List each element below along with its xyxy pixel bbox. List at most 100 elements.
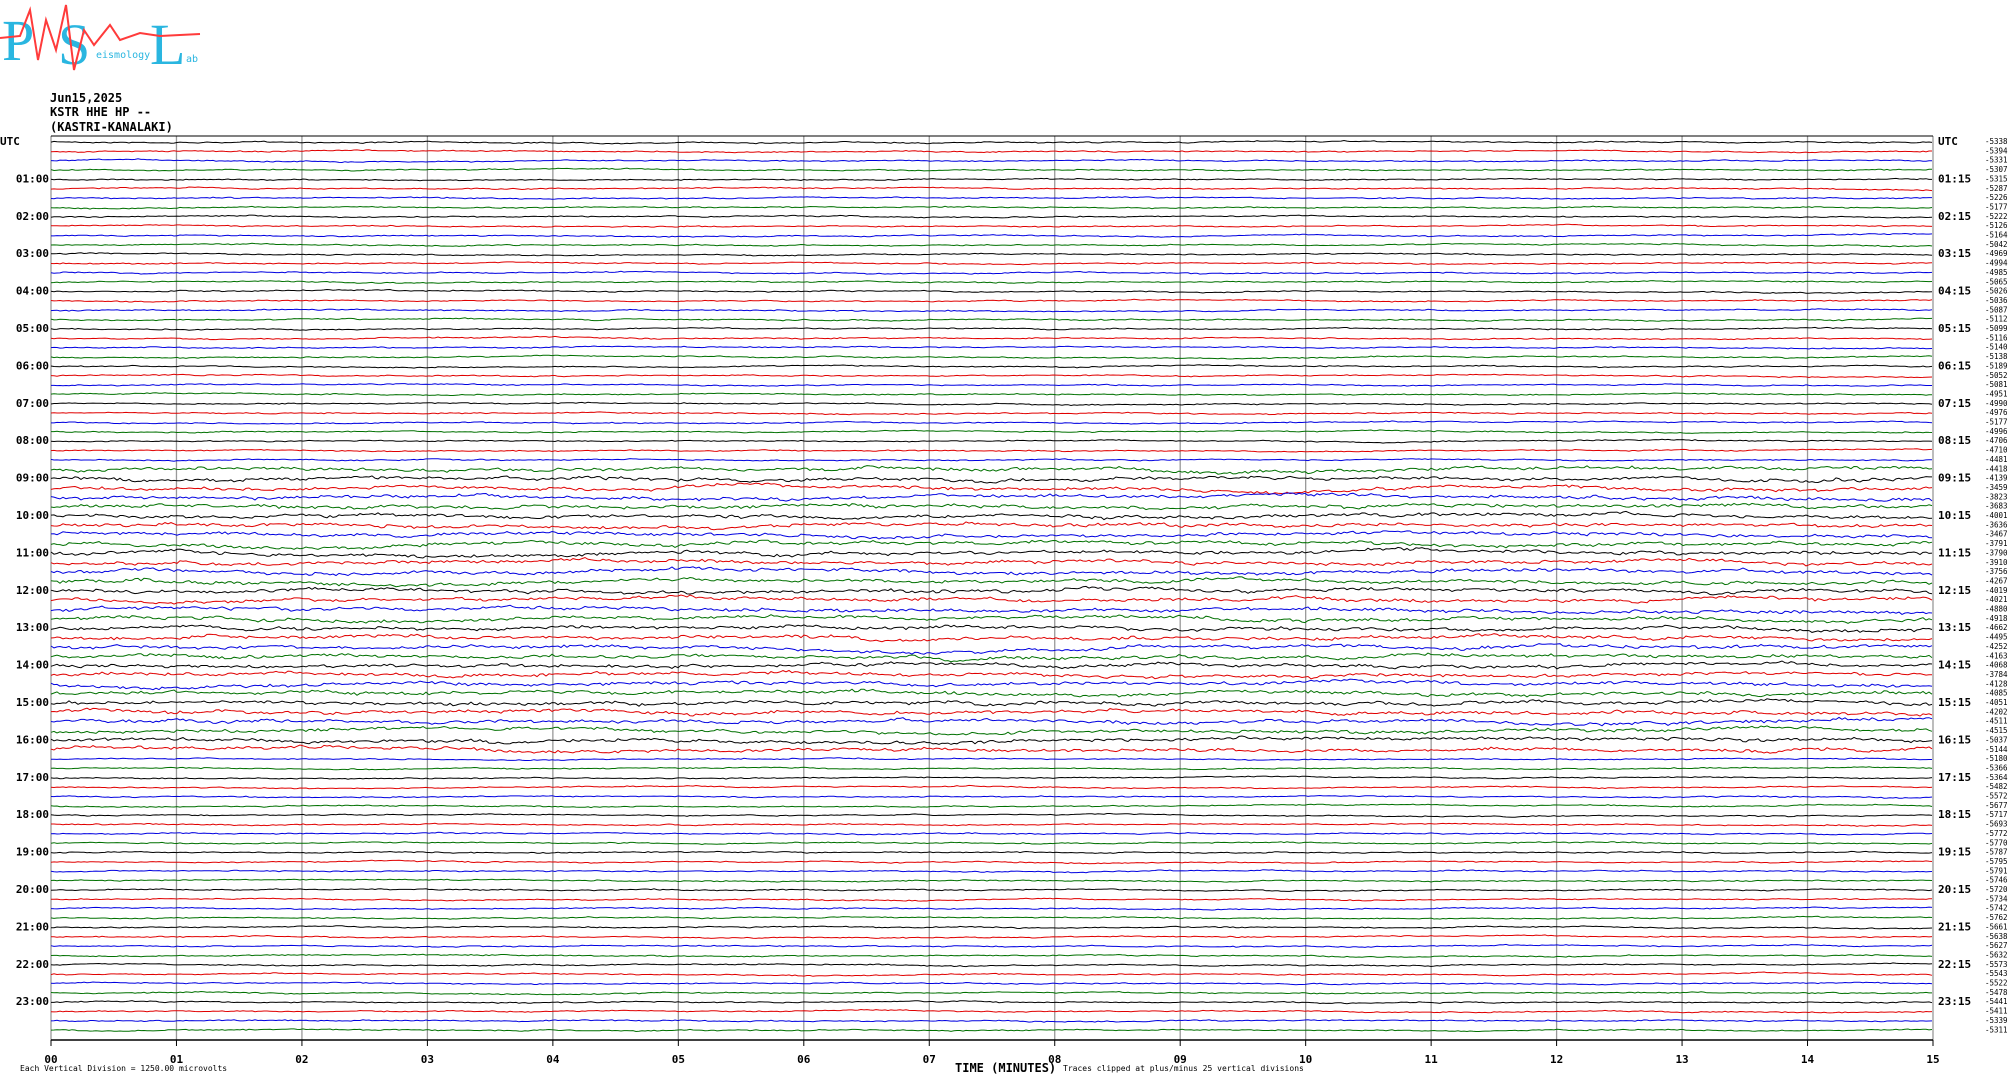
right-time-label: 10:15: [1938, 509, 1971, 522]
trace: [50, 308, 1933, 313]
trace-offset: -5482: [1985, 782, 2008, 791]
trace-offset: -5222: [1985, 212, 2008, 221]
x-tick-label: 15: [1926, 1053, 1939, 1066]
trace-offset: -5522: [1985, 979, 2008, 988]
left-time-label: 10:00: [16, 509, 49, 522]
right-time-label: 17:15: [1938, 771, 1971, 784]
trace-offset: -5717: [1985, 810, 2008, 819]
trace: [50, 364, 1933, 369]
trace-offset: -5164: [1985, 231, 2008, 240]
trace-offset: -5693: [1985, 820, 2008, 829]
trace: [50, 345, 1933, 350]
trace: [51, 1000, 1933, 1005]
trace-offset: -5226: [1985, 193, 2008, 202]
trace-offset: -4085: [1985, 689, 2008, 698]
trace-offset: -5661: [1985, 922, 2008, 931]
trace-offset: -5573: [1985, 960, 2008, 969]
trace-offset: -4267: [1985, 576, 2008, 585]
right-time-label: 21:15: [1938, 920, 1971, 933]
trace: [50, 915, 1933, 920]
trace-offset: -5126: [1985, 221, 2008, 230]
trace: [50, 539, 1933, 550]
trace-offset: -5315: [1985, 174, 2008, 183]
trace-offset: -3784: [1985, 670, 2008, 679]
trace: [51, 420, 1933, 425]
trace: [50, 205, 1933, 210]
left-time-label: 19:00: [16, 846, 49, 859]
trace: [50, 784, 1933, 790]
right-time-label: 15:15: [1938, 696, 1971, 709]
trace-offset: -4880: [1985, 605, 2008, 614]
trace-offset: -3910: [1985, 558, 2008, 567]
trace-offset: -5052: [1985, 371, 2008, 380]
trace-offset: -5478: [1985, 988, 2008, 997]
trace-offset: -4985: [1985, 268, 2008, 277]
trace: [50, 888, 1933, 892]
trace: [50, 688, 1933, 698]
trace-offset: -5787: [1985, 848, 2008, 857]
trace-offset: -4990: [1985, 399, 2008, 408]
trace: [50, 669, 1933, 680]
right-time-label: 16:15: [1938, 733, 1971, 746]
trace: [50, 186, 1933, 192]
trace-offset: -5339: [1985, 1016, 2008, 1025]
trace-offset: -5287: [1985, 184, 2008, 193]
location: (KASTRI-KANALAKI): [50, 120, 173, 134]
trace-offset: -5037: [1985, 735, 2008, 744]
trace-offset: -4710: [1985, 446, 2008, 455]
trace-offset: -4515: [1985, 726, 2008, 735]
trace: [50, 624, 1933, 633]
trace: [50, 1008, 1933, 1014]
left-time-label: 15:00: [16, 696, 49, 709]
trace-offset: -4163: [1985, 651, 2008, 660]
trace-offset: -5307: [1985, 165, 2008, 174]
trace-offset: -4994: [1985, 259, 2008, 268]
right-time-label: 08:15: [1938, 434, 1971, 447]
trace-offset: -5572: [1985, 792, 2008, 801]
trace-offset: -5742: [1985, 904, 2008, 913]
footnote: Each Vertical Division = 1250.00 microvo…: [20, 1064, 227, 1073]
trace-offset: -5026: [1985, 287, 2008, 296]
left-time-label: 16:00: [16, 733, 49, 746]
trace: [50, 981, 1933, 986]
trace-offset: -5638: [1985, 932, 2008, 941]
trace: [50, 990, 1932, 996]
left-time-label: 02:00: [16, 210, 49, 223]
left-time-label: 17:00: [16, 771, 49, 784]
trace: [50, 438, 1933, 444]
trace-offset: -5036: [1985, 296, 2008, 305]
left-time-label: 03:00: [16, 247, 49, 260]
trace: [50, 556, 1933, 567]
x-tick-label: 12: [1550, 1053, 1563, 1066]
trace: [50, 643, 1933, 655]
trace: [50, 1019, 1933, 1023]
x-tick-label: 00: [44, 1053, 57, 1066]
trace-offset: -4001: [1985, 511, 2008, 520]
trace: [50, 678, 1933, 691]
left-time-label: 20:00: [16, 883, 49, 896]
trace: [50, 698, 1933, 707]
trace-offset: -5087: [1985, 305, 2008, 314]
trace: [50, 803, 1933, 809]
trace: [50, 962, 1933, 968]
trace-offset: -5177: [1985, 202, 2008, 211]
left-time-label: 22:00: [16, 958, 49, 971]
trace: [50, 475, 1932, 484]
trace: [50, 744, 1933, 754]
right-time-label: 20:15: [1938, 883, 1971, 896]
x-tick-label: 09: [1174, 1053, 1187, 1066]
trace: [51, 925, 1933, 930]
trace-offset: -5394: [1985, 146, 2008, 155]
left-time-label: 07:00: [16, 397, 49, 410]
trace-offset: -5364: [1985, 773, 2008, 782]
logo-small: eismology: [96, 50, 150, 61]
trace: [50, 354, 1933, 360]
trace: [50, 252, 1933, 257]
trace: [50, 953, 1933, 958]
left-time-label: 05:00: [16, 322, 49, 335]
right-time-label: 14:15: [1938, 659, 1971, 672]
trace: [50, 831, 1933, 836]
trace: [50, 411, 1933, 416]
right-time-label: 18:15: [1938, 808, 1971, 821]
trace-offset: -4019: [1985, 586, 2008, 595]
